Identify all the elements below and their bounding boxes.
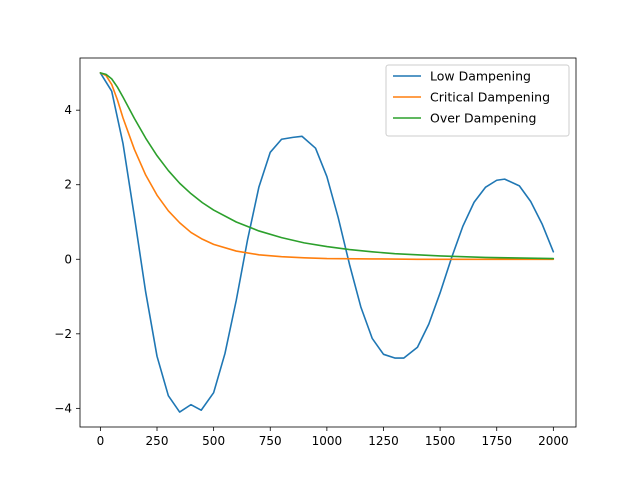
x-tick-label: 0	[97, 434, 105, 448]
series-line-3	[99, 72, 555, 260]
y-tick-label: 2	[64, 178, 72, 192]
y-tick-label: −2	[54, 327, 72, 341]
x-tick-label: 1250	[368, 434, 399, 448]
x-tick-label: 750	[259, 434, 282, 448]
x-tick-label: 500	[202, 434, 225, 448]
x-tick-label: 1500	[425, 434, 456, 448]
legend-box	[385, 64, 570, 137]
legend-label: Over Dampening	[430, 111, 536, 126]
x-tick-label: 2000	[538, 434, 569, 448]
legend-label: Low Dampening	[430, 69, 531, 84]
legend-label: Critical Dampening	[430, 90, 550, 105]
plot-frame	[79, 57, 577, 428]
x-tick-label: 1750	[481, 434, 512, 448]
y-tick-label: −4	[54, 401, 72, 415]
x-tick-label: 250	[146, 434, 169, 448]
legend: Low Dampening Critical Dampening Over Damp…	[385, 64, 570, 137]
series-layer	[99, 72, 555, 413]
x-axis-ticks: 0 250 500 750 1000 1250 1500 1750 2000	[97, 427, 569, 448]
series-line-2	[99, 72, 555, 261]
y-axis-ticks: −4 −2 0 2 4	[54, 103, 80, 415]
x-tick-label: 1000	[312, 434, 343, 448]
y-tick-label: 4	[64, 103, 72, 117]
y-tick-label: 0	[64, 252, 72, 266]
series-line-1	[99, 72, 555, 413]
